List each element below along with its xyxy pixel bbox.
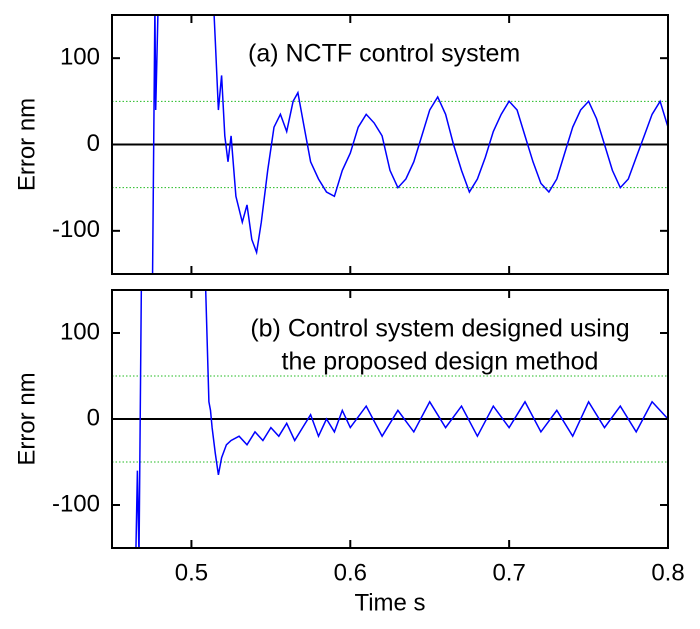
signal-line	[135, 290, 668, 548]
y-axis-label: Error nm	[13, 372, 40, 465]
y-tick-label: -100	[52, 216, 100, 243]
y-tick-label: -100	[52, 490, 100, 517]
y-tick-label: 100	[60, 318, 100, 345]
x-tick-label: 0.6	[334, 559, 367, 586]
annotation: (a) NCTF control system	[248, 40, 520, 68]
y-tick-label: 100	[60, 44, 100, 71]
y-tick-label: 0	[87, 404, 100, 431]
x-tick-label: 0.5	[175, 559, 208, 586]
x-axis-label: Time s	[354, 589, 425, 616]
annotation: the proposed design method	[282, 348, 599, 376]
signal-line	[151, 15, 668, 274]
x-tick-label: 0.7	[492, 559, 525, 586]
annotation: (b) Control system designed using	[250, 315, 629, 343]
y-tick-label: 0	[87, 130, 100, 157]
x-tick-label: 0.8	[651, 559, 684, 586]
y-axis-label: Error nm	[13, 98, 40, 191]
